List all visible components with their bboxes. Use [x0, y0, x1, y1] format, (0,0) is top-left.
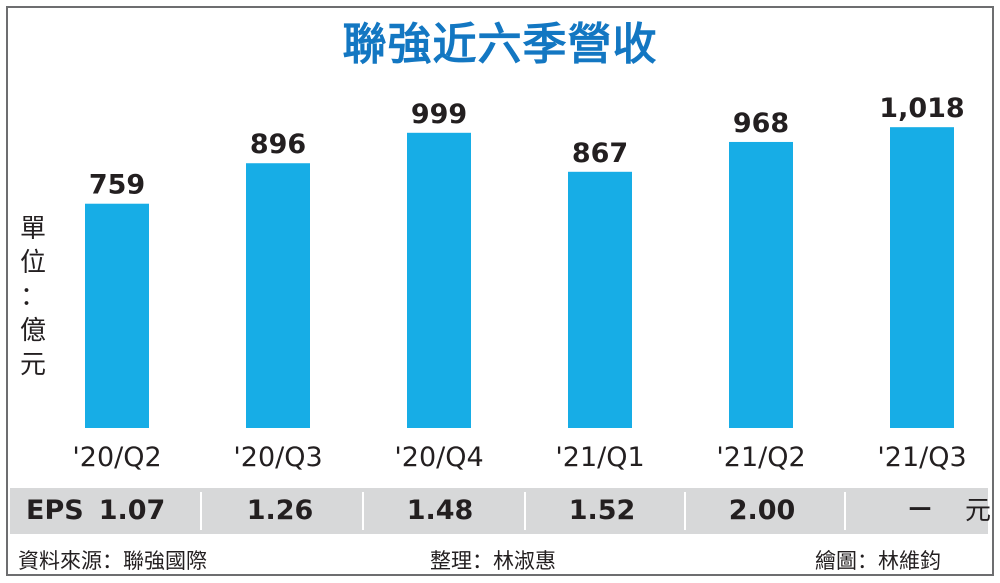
bar-3: [568, 171, 632, 428]
bar-value-label: 896: [250, 129, 306, 160]
bar-value-label: 968: [733, 108, 789, 139]
unit-char: 元: [19, 350, 46, 380]
eps-row: EPS 1.07 1.26 1.48 1.52 2.00 － 元: [10, 488, 992, 534]
category-label: '20/Q4: [394, 442, 483, 473]
bar-value-label: 999: [411, 99, 467, 130]
unit-char: 位: [19, 248, 46, 278]
unit-char: 單: [19, 214, 46, 244]
eps-value: －: [906, 495, 934, 526]
eps-unit: 元: [965, 496, 992, 526]
category-label: '20/Q3: [233, 442, 322, 473]
eps-value: 1.48: [406, 495, 474, 526]
editor-note: 整理：林淑惠: [430, 549, 556, 573]
category-label: '21/Q1: [555, 442, 644, 473]
category-label: '20/Q2: [72, 442, 161, 473]
unit-label: 單 位 ： 億 元: [18, 212, 48, 382]
chart-title: 聯強近六季營收: [342, 19, 658, 70]
unit-char: ：: [19, 282, 46, 312]
bar-0: [85, 203, 149, 428]
graphic-credit: 繪圖：林維鈞: [815, 549, 941, 573]
bar-value-label: 759: [89, 170, 145, 201]
bar-5: [890, 127, 954, 428]
eps-divider: [684, 492, 686, 530]
category-label: '21/Q2: [716, 442, 805, 473]
eps-value: 1.07: [98, 495, 166, 526]
source-note: 資料來源：聯強國際: [18, 549, 207, 573]
bar-4: [729, 141, 793, 428]
eps-label: EPS: [26, 495, 84, 526]
bar-chart: 759 '20/Q2 896 '20/Q3 999 '20/Q4 867 '21/Q1 968 '…: [72, 93, 966, 473]
category-label: '21/Q3: [877, 442, 966, 473]
eps-divider: [524, 492, 526, 530]
eps-value: 1.52: [568, 495, 636, 526]
bar-1: [246, 163, 310, 428]
bar-value-label: 1,018: [879, 93, 964, 124]
eps-divider: [362, 492, 364, 530]
eps-value: 1.26: [246, 495, 314, 526]
unit-char: 億: [19, 316, 46, 346]
bar-value-label: 867: [572, 138, 628, 169]
chart-frame: [6, 6, 994, 576]
bar-2: [407, 132, 471, 428]
eps-divider: [200, 492, 202, 530]
eps-value: 2.00: [728, 495, 796, 526]
eps-divider: [844, 492, 846, 530]
